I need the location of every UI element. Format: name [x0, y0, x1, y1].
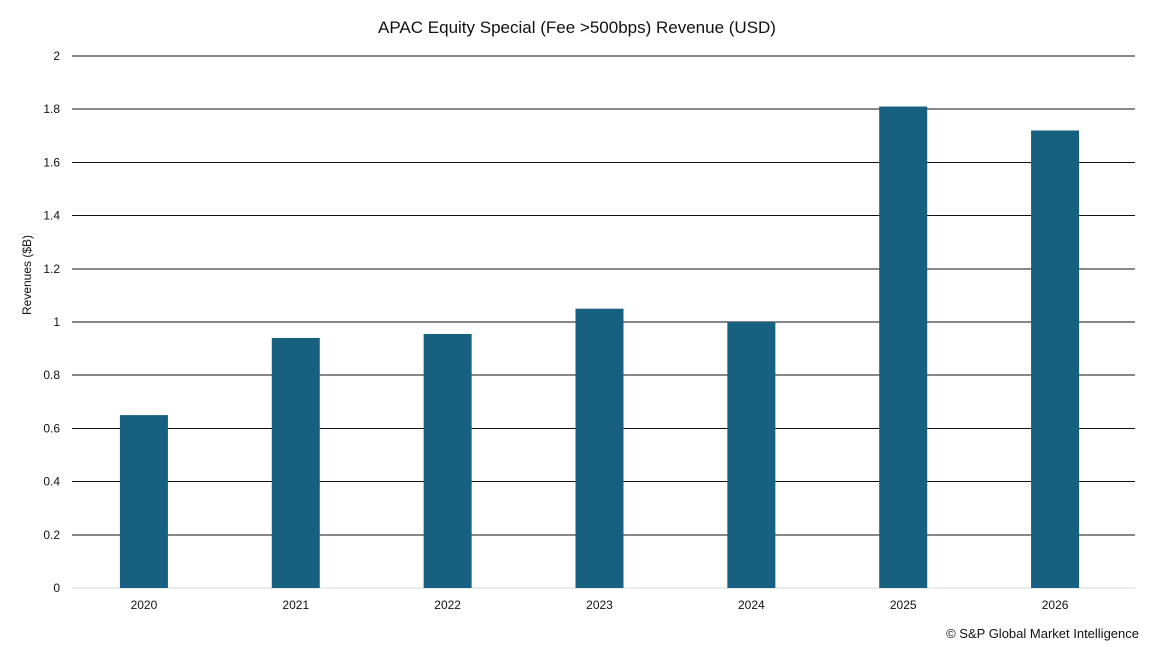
source-footer: © S&P Global Market Intelligence — [946, 626, 1139, 641]
x-tick-label: 2022 — [434, 598, 461, 612]
y-tick-label: 0.4 — [43, 475, 60, 489]
y-tick-label: 1.6 — [43, 155, 60, 169]
y-tick-labels: 0 0.2 0.4 0.6 0.8 1 1.2 1.4 1.6 1.8 2 — [43, 49, 60, 595]
bar-2021 — [271, 337, 320, 588]
bars — [119, 106, 1080, 589]
bar-2022 — [423, 333, 472, 588]
chart-title: APAC Equity Special (Fee >500bps) Revenu… — [378, 18, 776, 37]
bar-2026 — [1031, 130, 1080, 589]
y-tick-label: 1.2 — [43, 262, 60, 276]
x-tick-label: 2026 — [1042, 598, 1069, 612]
x-tick-labels: 2020 2021 2022 2023 2024 2025 2026 — [131, 598, 1069, 612]
x-tick-label: 2020 — [131, 598, 158, 612]
y-tick-label: 0.6 — [43, 421, 60, 435]
x-tick-label: 2025 — [890, 598, 917, 612]
x-tick-label: 2023 — [586, 598, 613, 612]
y-tick-label: 1 — [53, 315, 60, 329]
x-tick-label: 2024 — [738, 598, 765, 612]
y-tick-label: 2 — [53, 49, 60, 63]
y-axis-label: Revenues ($B) — [20, 235, 34, 315]
bar-2020 — [119, 415, 168, 588]
x-tick-label: 2021 — [282, 598, 309, 612]
bar-2025 — [879, 106, 928, 588]
y-tick-label: 1.4 — [43, 209, 60, 223]
y-tick-label: 0.2 — [43, 528, 60, 542]
bar-2024 — [727, 322, 776, 588]
y-tick-label: 0 — [53, 581, 60, 595]
y-tick-label: 0.8 — [43, 368, 60, 382]
bar-2023 — [575, 308, 624, 588]
y-tick-label: 1.8 — [43, 102, 60, 116]
